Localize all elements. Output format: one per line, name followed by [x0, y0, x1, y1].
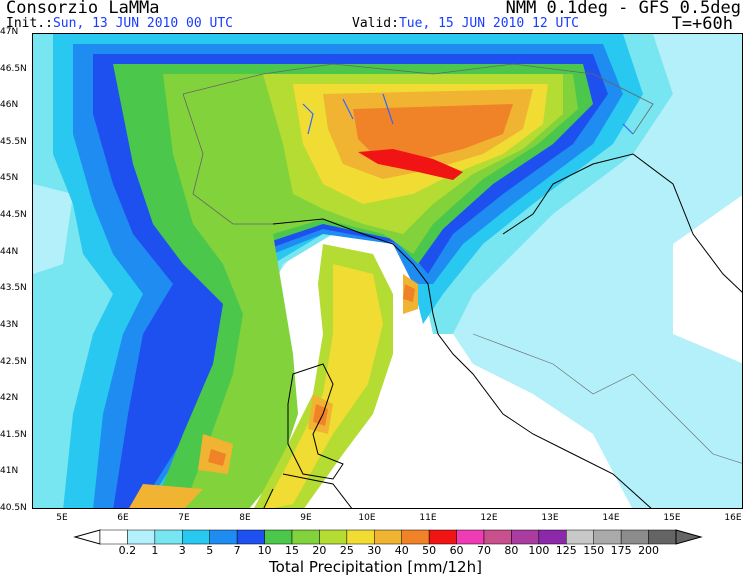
colorbar-swatch	[538, 529, 567, 545]
lat-tick-label: 45N	[0, 173, 19, 184]
lat-tick-label: 46N	[0, 100, 19, 111]
colorbar-tick-label: 20	[312, 544, 327, 557]
colorbar-swatch	[593, 529, 622, 545]
forecast-step: T=+60h	[671, 14, 733, 34]
lat-tick-label: 41N	[0, 466, 19, 477]
colorbar-swatch	[428, 529, 457, 545]
colorbar-low-arrow	[73, 529, 101, 545]
colorbar-swatch	[511, 529, 540, 545]
map-title: Consorzio LaMMa	[6, 0, 160, 18]
colorbar-swatch	[401, 529, 430, 545]
lat-tick-label: 40.5N	[0, 503, 27, 513]
lon-tick-label: 6E	[117, 513, 129, 523]
colorbar-swatch	[236, 529, 265, 545]
precipitation-map	[32, 33, 743, 509]
colorbar-swatch	[154, 529, 183, 545]
lon-tick-label: 15E	[663, 513, 681, 523]
colorbar-swatch	[648, 529, 677, 545]
lon-tick-label: 8E	[239, 513, 251, 523]
lon-tick-label: 16E	[724, 513, 742, 523]
colorbar-tick-label: 0.2	[118, 544, 137, 557]
valid-time: Valid:Tue, 15 JUN 2010 12 UTC	[352, 16, 579, 31]
colorbar-tick-label: 3	[178, 544, 186, 557]
colorbar-tick-label: 7	[233, 544, 241, 557]
legend-title: Total Precipitation [mm/12h]	[269, 558, 482, 576]
lat-tick-label: 41.5N	[0, 429, 27, 440]
colorbar-swatch	[374, 529, 402, 545]
colorbar-tick-label: 100	[528, 544, 550, 557]
colorbar-tick-label: 15	[285, 544, 299, 557]
colorbar-tick-label: 60	[449, 544, 464, 557]
colorbar-swatch	[209, 529, 238, 545]
lon-tick-label: 5E	[56, 513, 68, 523]
colorbar-swatch	[346, 529, 375, 545]
colorbar-tick-label: 5	[206, 544, 214, 557]
lat-tick-label: 47N	[0, 27, 19, 37]
colorbar-tick-label: 25	[339, 544, 354, 557]
lon-tick-label: 9E	[300, 513, 312, 523]
lat-tick-label: 45.5N	[0, 136, 27, 147]
lat-tick-label: 44.5N	[0, 210, 27, 221]
colorbar	[73, 529, 703, 545]
colorbar-tick-label: 40	[394, 544, 409, 557]
valid-value: Tue, 15 JUN 2010 12 UTC	[398, 16, 579, 31]
lon-tick-label: 10E	[358, 513, 376, 523]
colorbar-tick-label: 30	[367, 544, 382, 557]
colorbar-swatch	[566, 529, 594, 545]
lat-tick-label: 43N	[0, 319, 19, 330]
lat-tick-label: 43.5N	[0, 283, 27, 294]
colorbar-high-arrow	[675, 529, 703, 545]
colorbar-tick-label: 125	[555, 544, 577, 557]
model-label: NMM 0.1deg - GFS 0.5deg	[505, 0, 741, 18]
lon-tick-label: 13E	[541, 513, 559, 523]
lon-tick-label: 14E	[602, 513, 620, 523]
colorbar-tick-label: 200	[638, 544, 660, 557]
colorbar-tick-label: 70	[477, 544, 491, 557]
valid-label: Valid:	[352, 16, 399, 31]
colorbar-legend: 0.2 1 3 5 7 10 15 20 25 30 40 50 60 70 80 100 125 150 175 2…	[0, 528, 751, 580]
colorbar-swatch	[483, 529, 512, 545]
init-label: Init.:	[6, 16, 53, 31]
lat-tick-label: 46.5N	[0, 63, 27, 74]
colorbar-swatch	[456, 529, 485, 545]
colorbar-tick-label: 1	[151, 544, 159, 557]
init-value: Sun, 13 JUN 2010 00 UTC	[52, 16, 233, 31]
lat-tick-label: 44N	[0, 246, 19, 257]
colorbar-swatch	[99, 529, 128, 545]
lat-tick-label: 42.5N	[0, 356, 27, 367]
lon-tick-label: 12E	[480, 513, 498, 523]
init-time: Init.:Sun, 13 JUN 2010 00 UTC	[6, 16, 233, 31]
colorbar-swatch	[127, 529, 156, 545]
lon-tick-label: 11E	[419, 513, 437, 523]
colorbar-swatch	[264, 529, 293, 545]
colorbar-tick-label: 10	[257, 544, 272, 557]
colorbar-tick-label: 150	[583, 544, 605, 557]
colorbar-swatch	[319, 529, 348, 545]
lon-tick-label: 7E	[178, 513, 190, 523]
lat-tick-label: 42N	[0, 393, 19, 404]
colorbar-tick-label: 175	[610, 544, 632, 557]
precipitation-field	[33, 34, 742, 508]
colorbar-tick-label: 50	[422, 544, 437, 557]
colorbar-swatch	[291, 529, 320, 545]
colorbar-tick-label: 80	[504, 544, 519, 557]
colorbar-swatch	[620, 529, 649, 545]
colorbar-swatch	[182, 529, 210, 545]
